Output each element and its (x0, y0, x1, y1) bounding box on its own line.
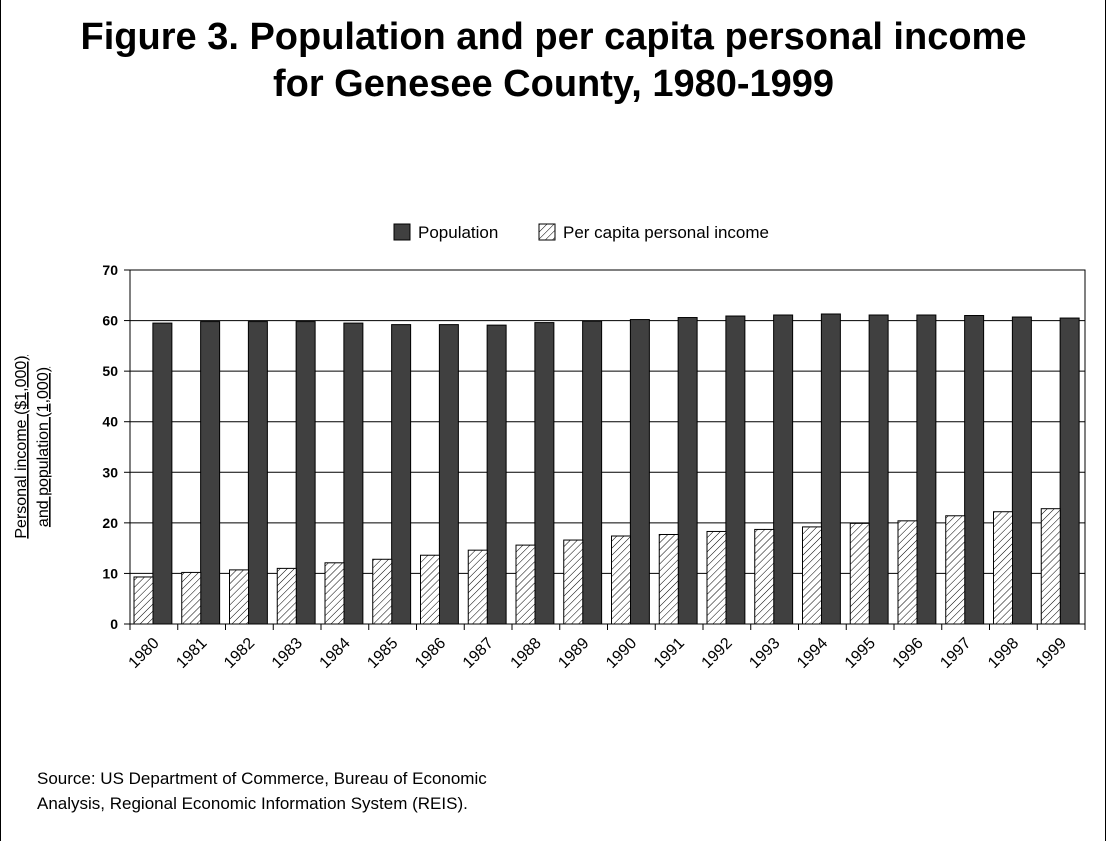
bar-population (343, 322, 364, 625)
bar-income (133, 576, 154, 625)
bar-population (677, 317, 698, 625)
bar-income (802, 526, 822, 625)
bar-population (295, 321, 316, 625)
bar-population (152, 322, 173, 625)
bar-population (1011, 316, 1032, 625)
bar-income (515, 544, 536, 625)
y-tick-label: 70 (102, 262, 118, 278)
bar-population (438, 324, 459, 625)
x-tick-label: 1981 (173, 635, 210, 672)
x-tick-label: 1982 (221, 635, 258, 672)
x-tick-label: 1989 (555, 635, 592, 672)
x-tick-label: 1990 (603, 635, 640, 672)
x-tick-label: 1999 (1033, 635, 1070, 672)
x-tick-label: 1996 (890, 635, 927, 672)
bar-income (563, 539, 584, 625)
bar-income (372, 558, 393, 625)
bar-income (706, 530, 727, 625)
y-axis-label: Personal income ($1,000) and population (… (13, 355, 52, 538)
bar-income (754, 528, 775, 625)
x-tick-label: 1997 (937, 635, 974, 672)
plot-frame (129, 269, 1086, 625)
y-tick-label: 40 (102, 414, 118, 430)
bar-population (391, 324, 412, 625)
legend-swatch (538, 223, 556, 241)
chart-area: Population Per capita personal income Per… (13, 223, 1086, 672)
bar-income (324, 562, 345, 625)
bars (133, 313, 1080, 625)
x-axis-ticks: 1980 1981 1982 1983 1984 1985 1986 1987 1988 1989… (126, 624, 1086, 672)
y-axis-ticks: 0 10 20 30 40 50 60 70 (102, 262, 130, 632)
x-tick-label: 1985 (364, 635, 401, 672)
x-tick-label: 1993 (746, 635, 783, 672)
gridlines (130, 320, 1085, 574)
y-axis-label-line: Personal income ($1,000) (13, 355, 30, 538)
legend: Population Per capita personal income (393, 223, 769, 242)
x-tick-label: 1983 (269, 635, 306, 672)
bar-population (486, 324, 507, 625)
bar-population (820, 313, 841, 625)
bar-income (993, 511, 1013, 625)
bar-population (1059, 317, 1080, 625)
bar-income (1040, 508, 1061, 625)
x-tick-label: 1987 (460, 635, 497, 672)
bar-population (247, 321, 268, 625)
y-tick-label: 10 (102, 565, 118, 581)
x-tick-label: 1992 (699, 635, 736, 672)
bar-income (181, 571, 202, 625)
bar-income (897, 520, 918, 625)
x-tick-label: 1980 (126, 635, 163, 672)
y-tick-label: 30 (102, 464, 118, 480)
bar-income (229, 569, 249, 625)
bar-income (611, 535, 631, 625)
bar-population (200, 321, 221, 625)
y-axis-label-line: and population (1,000) (35, 367, 52, 527)
bar-population (773, 314, 794, 625)
x-tick-label: 1995 (842, 635, 879, 672)
chart-title: Figure 3. Population and per capita pers… (0, 14, 1107, 108)
source-line-1: Source: US Department of Commerce, Burea… (37, 769, 487, 788)
y-tick-label: 0 (110, 616, 118, 632)
y-tick-label: 50 (102, 363, 118, 379)
x-tick-label: 1991 (651, 635, 688, 672)
bar-population (629, 319, 650, 625)
bar-income (467, 549, 488, 625)
y-tick-label: 60 (102, 313, 118, 329)
x-tick-label: 1984 (317, 635, 354, 672)
x-tick-label: 1986 (412, 635, 449, 672)
bar-income (658, 533, 679, 625)
bar-population (964, 315, 985, 625)
bar-population (725, 315, 746, 625)
source-note: Source: US Department of Commerce, Burea… (37, 766, 487, 816)
chart-title-line-2: for Genesee County, 1980-1999 (272, 63, 835, 105)
y-tick-label: 20 (102, 515, 118, 531)
bar-population (916, 314, 937, 625)
chart-title-line-1: Figure 3. Population and per capita pers… (80, 16, 1027, 58)
plot-border (129, 269, 1086, 625)
bar-income (849, 522, 870, 625)
legend-label: Population (418, 223, 498, 242)
x-tick-label: 1994 (794, 635, 831, 672)
bar-population (868, 314, 889, 625)
bar-income (945, 515, 966, 625)
bar-income (276, 567, 297, 625)
x-tick-label: 1988 (508, 635, 545, 672)
source-line-2: Analysis, Regional Economic Information … (37, 794, 468, 813)
bar-population (582, 320, 603, 625)
legend-swatch (393, 223, 411, 241)
bar-population (534, 322, 555, 625)
bar-income (420, 554, 440, 625)
legend-label: Per capita personal income (563, 223, 769, 242)
x-tick-label: 1998 (985, 635, 1022, 672)
